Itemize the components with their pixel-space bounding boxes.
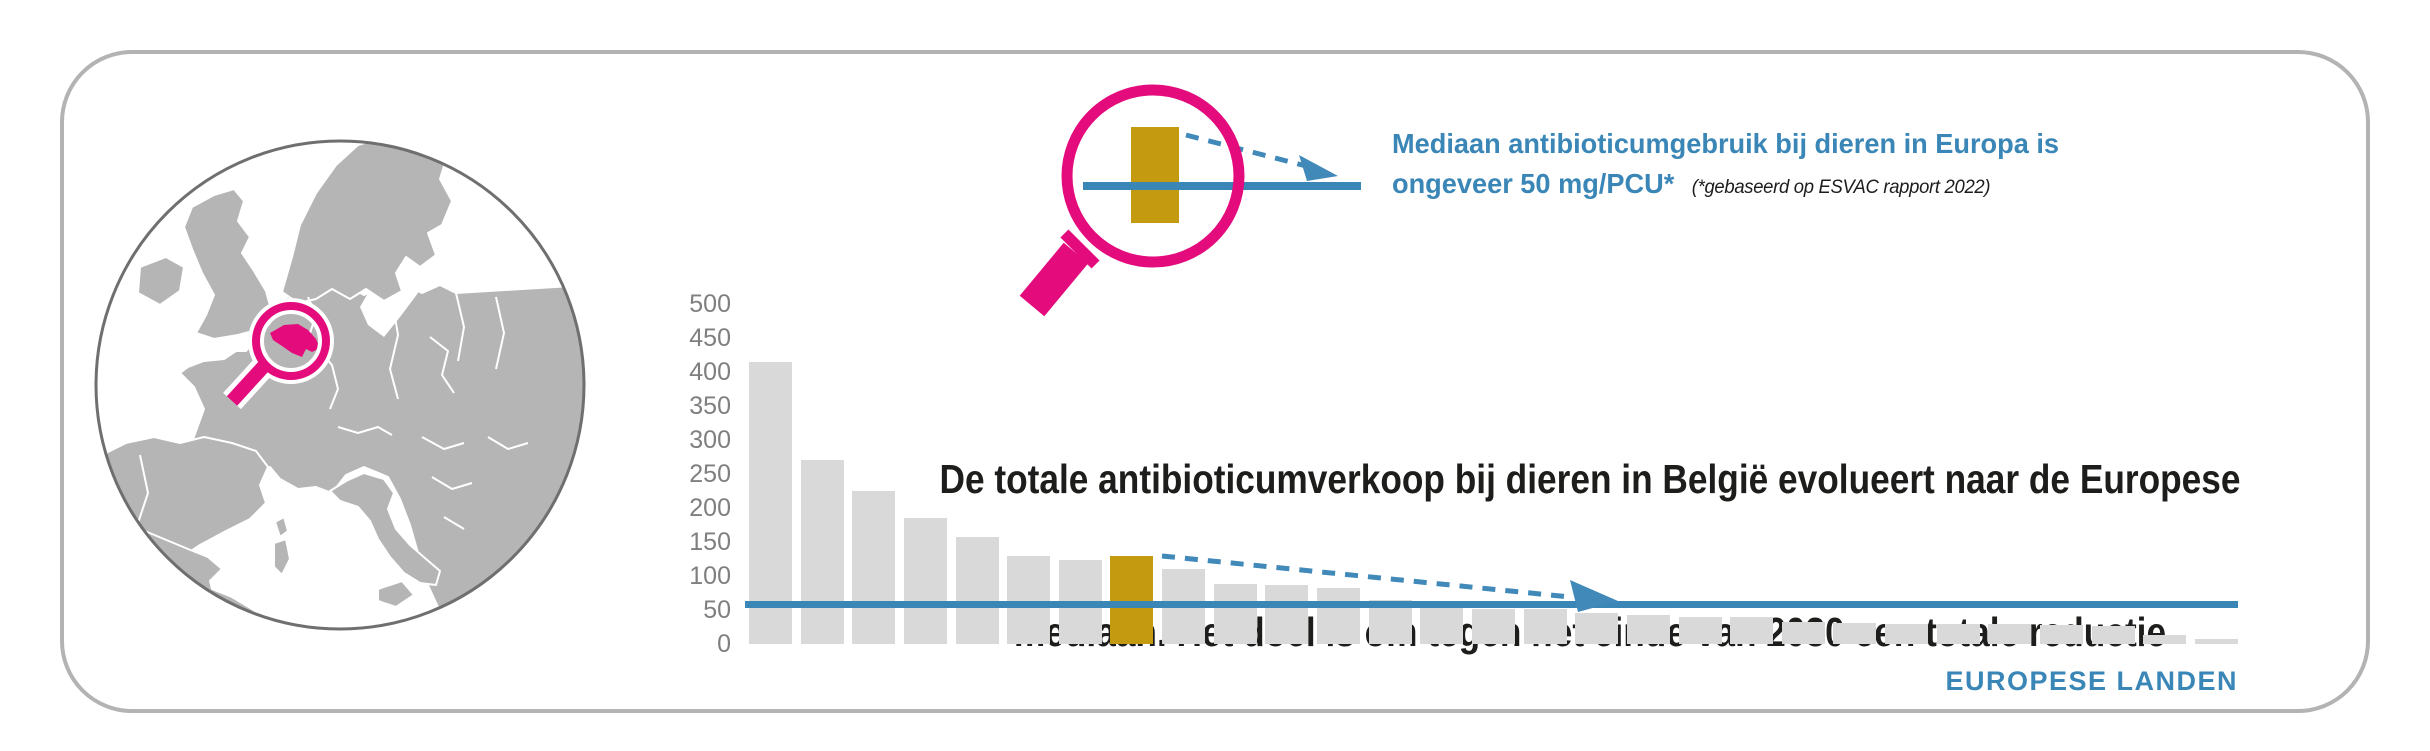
- country-bar: [1781, 622, 1825, 644]
- europe-map-svg: [94, 139, 586, 631]
- y-tick-label: 200: [689, 494, 731, 522]
- country-bar: [1885, 624, 1929, 644]
- dashed-arrow-icon: [1185, 132, 1338, 181]
- country-bar: [955, 537, 999, 644]
- country-bar: [1420, 601, 1464, 644]
- map-italy: [329, 472, 441, 586]
- y-tick-label: 500: [689, 290, 731, 318]
- country-bar: [749, 362, 792, 644]
- y-tick-label: 0: [717, 630, 731, 658]
- country-bar: [2040, 625, 2084, 644]
- country-bar: [2091, 626, 2135, 644]
- europe-map: [92, 137, 588, 633]
- map-scandinavia: [281, 141, 453, 304]
- country-bar: [1833, 623, 1877, 644]
- y-tick-label: 400: [689, 358, 731, 386]
- magnifier-icon: [1019, 84, 1245, 317]
- country-bar: [1213, 584, 1257, 644]
- country-bar: [1626, 615, 1670, 644]
- trend-arrow-icon: [1161, 553, 1618, 612]
- y-tick-label: 300: [689, 426, 731, 454]
- callout-text: Mediaan antibioticumgebruik bij dieren i…: [1392, 124, 2226, 208]
- country-bar: [1007, 556, 1051, 644]
- y-tick-label: 50: [703, 596, 731, 624]
- map-sicily: [377, 580, 415, 608]
- callout-footnote: (*gebaseerd op ESVAC rapport 2022): [1691, 177, 1991, 198]
- map-sardinia: [273, 538, 291, 576]
- globe-outline: [94, 139, 586, 631]
- country-bar: [800, 460, 844, 644]
- callout-line1: Mediaan antibioticumgebruik bij dieren i…: [1392, 128, 2060, 159]
- country-bar: [1730, 617, 1774, 644]
- statement-line1: De totale antibioticumverkoop bij dieren…: [939, 456, 2241, 502]
- country-bar: [1678, 617, 1722, 644]
- y-tick-label: 450: [689, 324, 731, 352]
- country-bar: [1265, 585, 1309, 644]
- country-bar: [1317, 588, 1361, 644]
- country-bar: [1575, 613, 1619, 644]
- country-bar: [1523, 609, 1567, 644]
- country-bar: [852, 491, 896, 644]
- belgium-bar-highlight: [1110, 556, 1154, 644]
- bar-series: [749, 304, 2238, 644]
- y-tick-label: 150: [689, 528, 731, 556]
- country-bar: [903, 518, 947, 644]
- map-magnifier-icon: [223, 298, 334, 410]
- country-bar: [1471, 609, 1515, 644]
- baltic-sea: [360, 259, 426, 337]
- map-corsica: [274, 516, 289, 538]
- country-bar: [2143, 635, 2187, 644]
- callout-line2: ongeveer 50 mg/PCU*: [1392, 168, 1675, 199]
- country-bar: [1988, 624, 2032, 644]
- magnifier-callout: [1019, 84, 1361, 317]
- country-bar: [1936, 624, 1980, 644]
- gold-bar-zoomed: [1131, 127, 1179, 223]
- median-line: [745, 601, 2238, 608]
- y-tick-label: 100: [689, 562, 731, 590]
- y-tick-label: 250: [689, 460, 731, 488]
- map-ireland: [137, 256, 185, 306]
- y-tick-label: 350: [689, 392, 731, 420]
- country-bar: [2194, 639, 2238, 644]
- x-axis-label: EUROPESE LANDEN: [1945, 666, 2238, 696]
- belgium-shape: [270, 324, 320, 357]
